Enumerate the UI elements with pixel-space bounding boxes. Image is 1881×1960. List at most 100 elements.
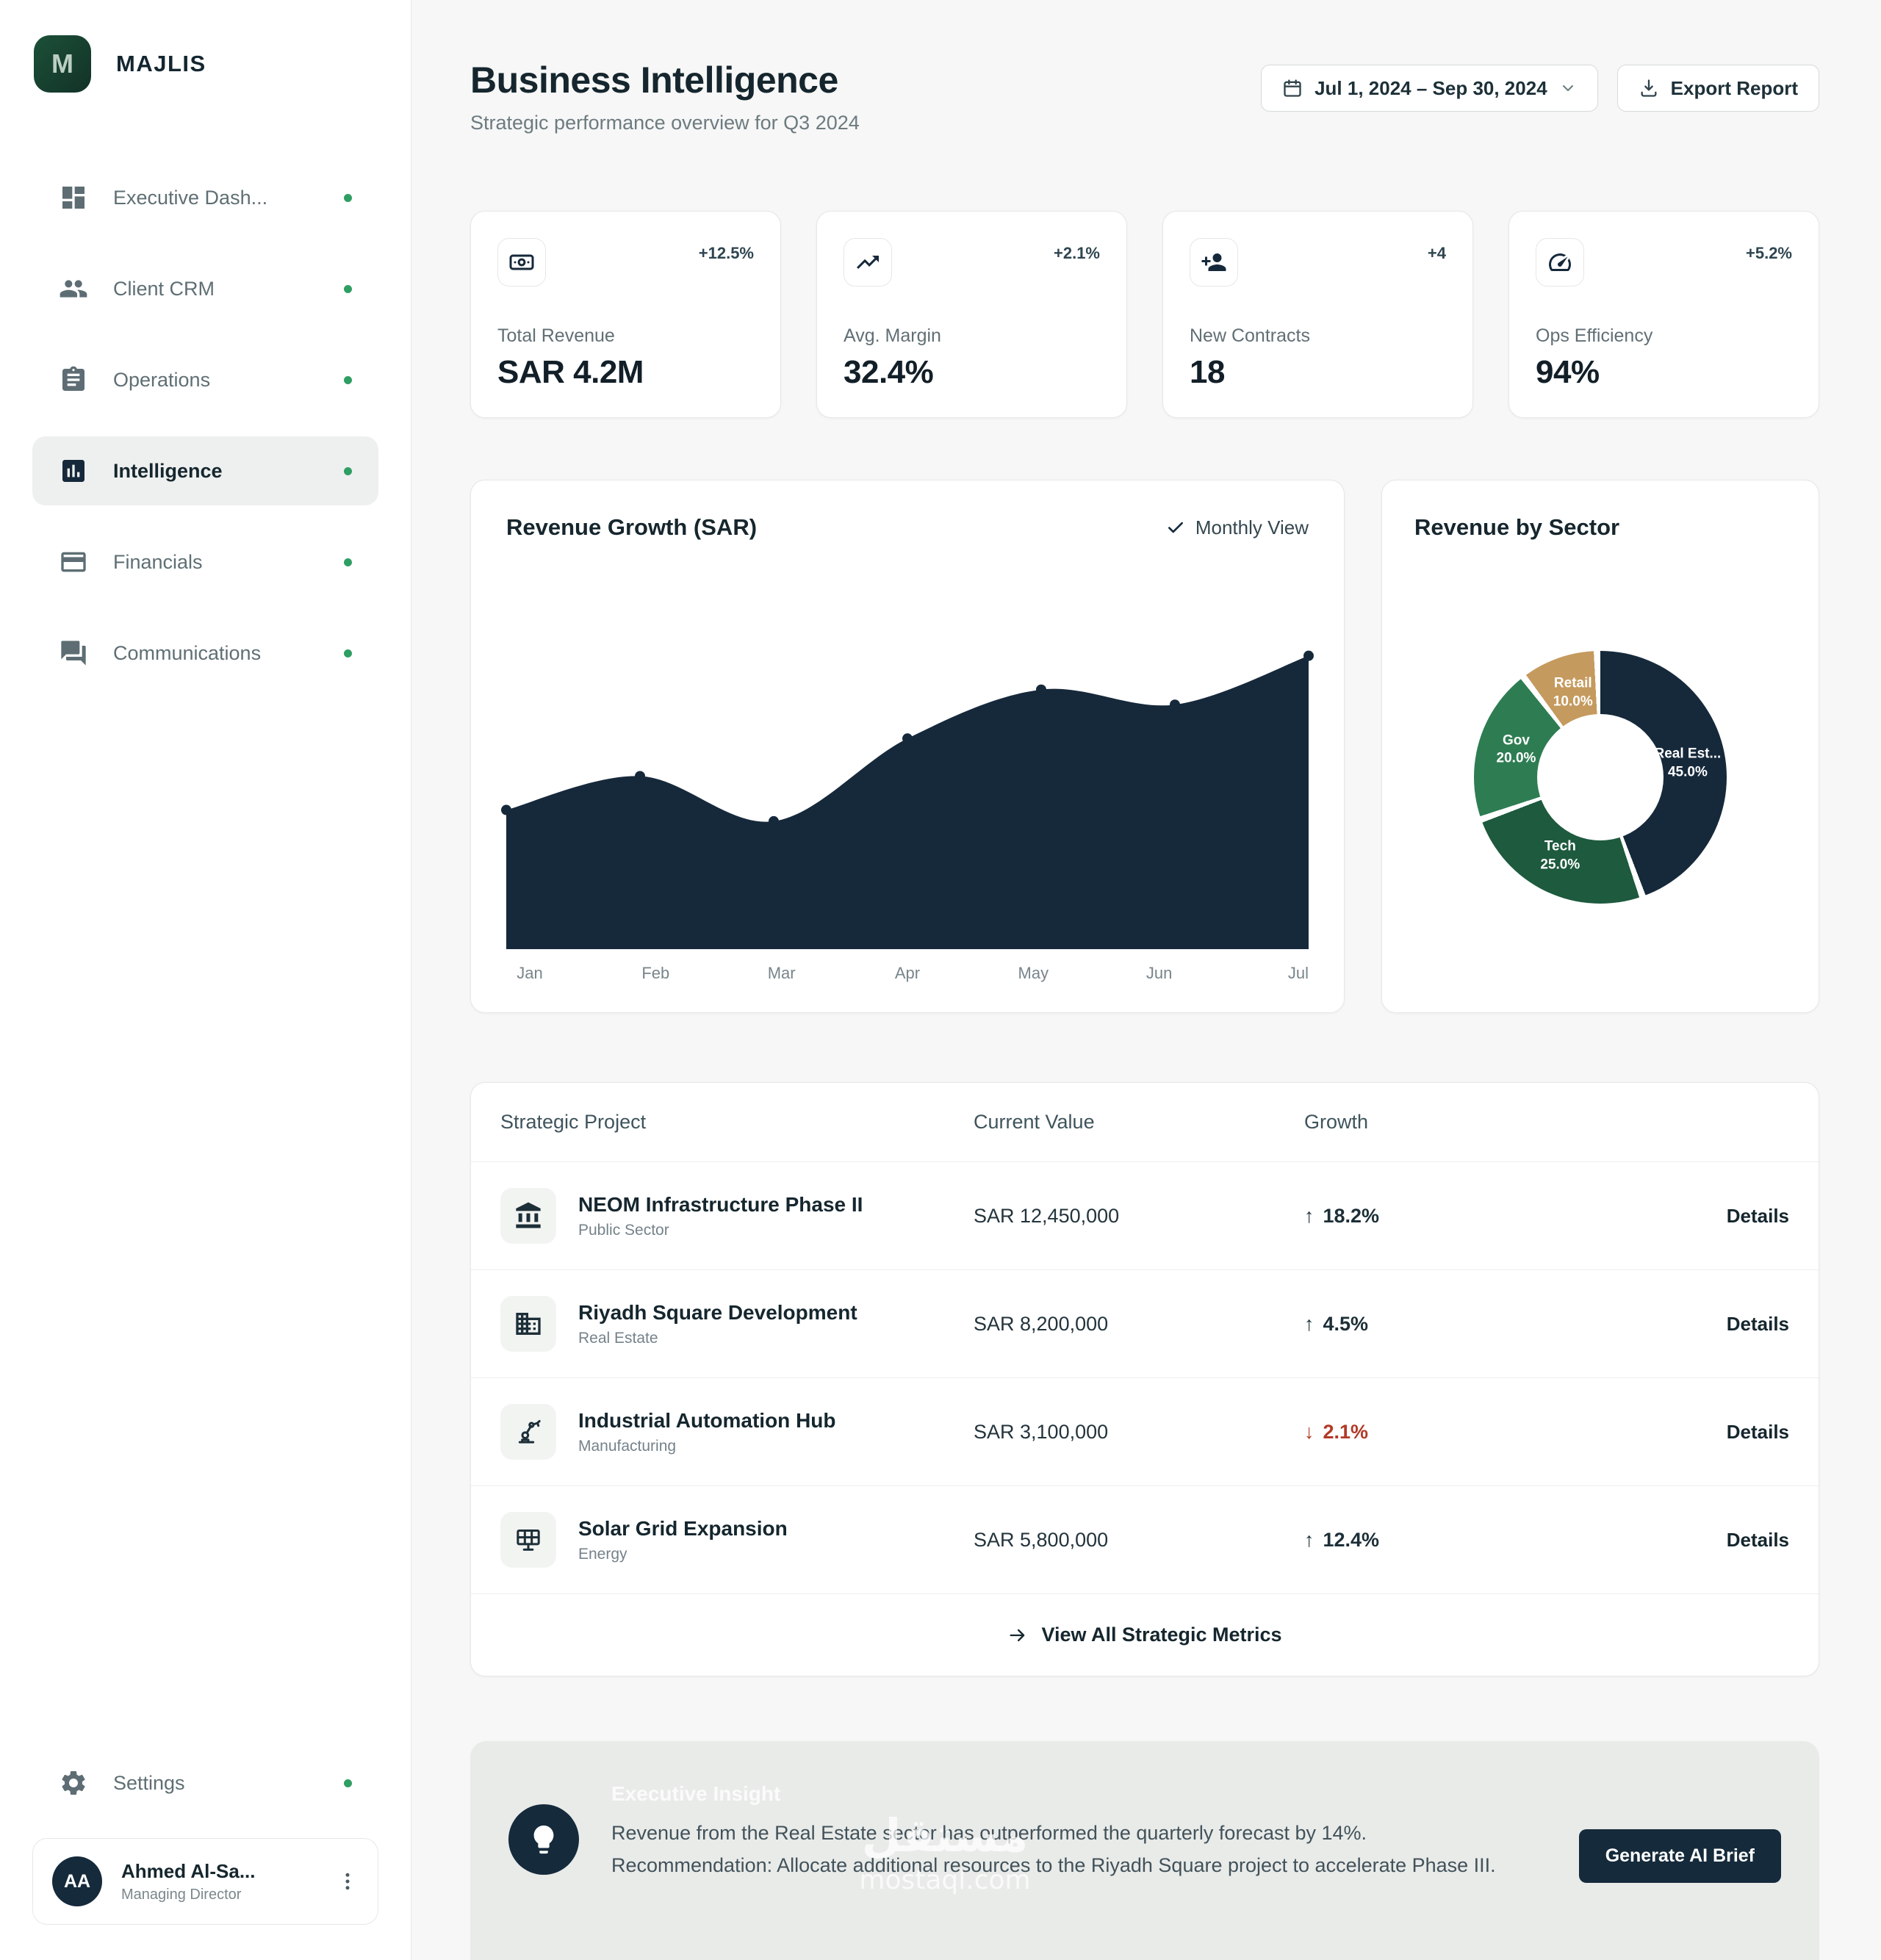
kpi-value: 32.4% xyxy=(844,354,934,390)
date-range-picker[interactable]: Jul 1, 2024 – Sep 30, 2024 xyxy=(1261,65,1598,112)
bank-icon xyxy=(500,1188,556,1244)
calendar-icon xyxy=(1282,78,1303,98)
month-tick: Jan xyxy=(517,964,543,982)
sidebar-nav: Executive Dash... Client CRM Operations xyxy=(32,163,378,688)
area-dots xyxy=(501,650,1314,826)
sidebar-nav-label: Client CRM xyxy=(113,277,215,300)
growth-value: 18.2% xyxy=(1323,1204,1380,1227)
table-row: NEOM Infrastructure Phase II Public Sect… xyxy=(471,1162,1819,1270)
chat-icon xyxy=(59,638,88,668)
generate-ai-brief-button[interactable]: Generate AI Brief xyxy=(1578,1829,1781,1883)
trending-up-icon xyxy=(844,238,892,287)
donut-slice-label: Tech 25.0% xyxy=(1540,838,1580,873)
donut-title: Revenue by Sector xyxy=(1414,514,1620,540)
user-card[interactable]: AA Ahmed Al-Sa... Managing Director xyxy=(32,1838,378,1925)
growth-value: 12.4% xyxy=(1323,1528,1380,1551)
strategic-projects-table: Strategic Project Current Value Growth N… xyxy=(470,1082,1819,1676)
analytics-icon xyxy=(59,456,88,486)
main-content: Business Intelligence Strategic performa… xyxy=(411,0,1881,1960)
col-strategic-project: Strategic Project xyxy=(500,1111,647,1133)
kpi-value: SAR 4.2M xyxy=(497,354,644,390)
notification-dot xyxy=(344,649,352,657)
sidebar-bottom: Settings AA Ahmed Al-Sa... Managing Dire… xyxy=(32,1748,378,1925)
brand: M MAJLIS xyxy=(32,35,378,93)
sidebar-nav-item[interactable]: Operations xyxy=(32,345,378,414)
kpi-card: +2.1% Avg. Margin 32.4% xyxy=(816,211,1127,418)
sidebar-nav-label: Communications xyxy=(113,641,262,664)
details-link[interactable]: Details xyxy=(1726,1312,1789,1335)
user-role: Managing Director xyxy=(121,1886,242,1903)
revenue-by-sector-card: Revenue by Sector Real Est... 45.0% Tech 25… xyxy=(1381,480,1819,1013)
details-link[interactable]: Details xyxy=(1726,1528,1789,1551)
view-all-metrics-link[interactable]: View All Strategic Metrics xyxy=(471,1594,1819,1676)
revenue-growth-card: Revenue Growth (SAR) Monthly View xyxy=(470,480,1345,1013)
donut-slice-label: Retail 10.0% xyxy=(1553,675,1593,710)
table-body: NEOM Infrastructure Phase II Public Sect… xyxy=(471,1162,1819,1594)
monthly-view-label: Monthly View xyxy=(1195,516,1309,538)
user-name: Ahmed Al-Sa... xyxy=(121,1859,256,1882)
kpi-label: New Contracts xyxy=(1190,325,1310,346)
kpi-delta: +5.2% xyxy=(1746,244,1792,262)
sidebar-nav-item[interactable]: Communications xyxy=(32,619,378,688)
month-tick: Jul xyxy=(1287,964,1309,982)
monthly-view-toggle[interactable]: Monthly View xyxy=(1166,516,1309,539)
view-all-metrics-label: View All Strategic Metrics xyxy=(1041,1624,1282,1646)
donut-slice-label: Real Est... 45.0% xyxy=(1654,746,1722,780)
insight-body: Revenue from the Real Estate sector has … xyxy=(611,1822,1496,1876)
export-report-label: Export Report xyxy=(1670,76,1798,99)
solar-panel-icon xyxy=(500,1512,556,1568)
people-icon xyxy=(59,274,88,303)
page-title-block: Business Intelligence Strategic performa… xyxy=(470,59,860,134)
sidebar-nav-label: Executive Dash... xyxy=(113,186,268,209)
sidebar-item-settings[interactable]: Settings xyxy=(32,1748,378,1817)
kpi-delta: +2.1% xyxy=(1054,244,1100,262)
details-link[interactable]: Details xyxy=(1726,1204,1789,1227)
revenue-area-chart xyxy=(501,573,1314,949)
kpi-card: +4 New Contracts 18 xyxy=(1162,211,1473,418)
notification-dot xyxy=(344,1779,352,1787)
sidebar-nav-label: Financials xyxy=(113,550,203,573)
notification-dot xyxy=(344,558,352,566)
kebab-menu-icon[interactable] xyxy=(337,1870,359,1892)
insight-title: Executive Insight xyxy=(611,1782,781,1805)
card-icon xyxy=(59,547,88,577)
sidebar-nav-item[interactable]: Financials xyxy=(32,527,378,597)
banknote-icon xyxy=(497,238,546,287)
check-icon xyxy=(1166,518,1185,537)
notification-dot xyxy=(344,193,352,202)
area-path xyxy=(506,655,1309,949)
table-row: Riyadh Square Development Real Estate SA… xyxy=(471,1270,1819,1378)
sidebar-nav-item[interactable]: Executive Dash... xyxy=(32,163,378,232)
user-info: Ahmed Al-Sa... Managing Director xyxy=(121,1860,256,1903)
kpi-card: +5.2% Ops Efficiency 94% xyxy=(1508,211,1819,418)
gauge-icon xyxy=(1536,238,1584,287)
growth-value: 2.1% xyxy=(1323,1420,1369,1443)
page-title: Business Intelligence xyxy=(470,60,838,101)
export-report-button[interactable]: Export Report xyxy=(1616,65,1819,112)
person-add-icon xyxy=(1190,238,1238,287)
table-row: Solar Grid Expansion Energy SAR 5,800,00… xyxy=(471,1486,1819,1594)
kpi-delta: +4 xyxy=(1427,244,1446,262)
sidebar-nav-item[interactable]: Client CRM xyxy=(32,254,378,323)
page-subtitle: Strategic performance overview for Q3 20… xyxy=(470,112,860,134)
building-icon xyxy=(500,1296,556,1352)
notification-dot xyxy=(344,466,352,475)
month-tick: Mar xyxy=(767,964,796,982)
table-row: Industrial Automation Hub Manufacturing … xyxy=(471,1378,1819,1486)
dashboard-icon xyxy=(59,183,88,212)
chevron-down-icon xyxy=(1559,79,1577,97)
sidebar: M MAJLIS Executive Dash... Client CRM xyxy=(0,0,411,1960)
date-range-label: Jul 1, 2024 – Sep 30, 2024 xyxy=(1314,76,1547,99)
month-tick: May xyxy=(1018,964,1049,982)
download-icon xyxy=(1639,78,1659,98)
page-header: Business Intelligence Strategic performa… xyxy=(470,59,1819,134)
details-link[interactable]: Details xyxy=(1726,1420,1789,1443)
kpi-row: +12.5% Total Revenue SAR 4.2M +2.1% Avg.… xyxy=(470,211,1819,418)
project-sector: Public Sector xyxy=(578,1221,669,1239)
insight-text: Executive Insight Revenue from the Real … xyxy=(611,1782,1525,1881)
sidebar-nav-item[interactable]: Intelligence xyxy=(32,436,378,505)
month-tick: Jun xyxy=(1145,964,1173,982)
project-value: SAR 8,200,000 xyxy=(974,1312,1109,1335)
kpi-value: 18 xyxy=(1190,354,1225,390)
